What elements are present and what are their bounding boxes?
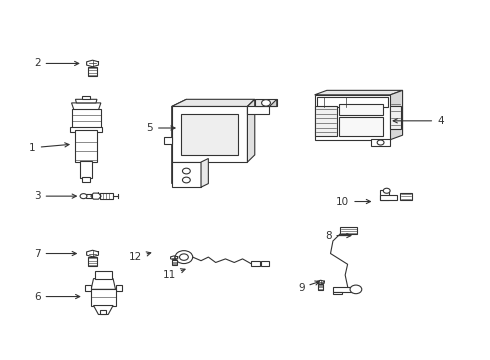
Circle shape xyxy=(262,100,270,106)
Text: 6: 6 xyxy=(34,292,80,302)
Bar xyxy=(88,67,97,76)
Polygon shape xyxy=(91,279,116,289)
Polygon shape xyxy=(255,99,277,107)
Bar xyxy=(333,292,342,294)
Bar xyxy=(95,271,112,279)
Polygon shape xyxy=(172,162,201,187)
Polygon shape xyxy=(270,99,277,107)
Text: 8: 8 xyxy=(325,231,351,240)
Bar xyxy=(339,117,383,136)
Bar xyxy=(82,96,90,99)
Bar xyxy=(75,130,97,162)
Polygon shape xyxy=(315,90,403,95)
Circle shape xyxy=(182,177,190,183)
Bar xyxy=(82,177,90,182)
Bar xyxy=(315,95,391,140)
Bar xyxy=(261,261,270,266)
Circle shape xyxy=(350,285,362,294)
Bar xyxy=(380,195,397,200)
Polygon shape xyxy=(75,99,97,103)
Polygon shape xyxy=(247,107,270,114)
Polygon shape xyxy=(172,107,247,162)
Bar xyxy=(86,194,92,198)
Bar xyxy=(333,287,351,292)
Bar xyxy=(315,105,337,136)
Circle shape xyxy=(80,194,87,199)
Bar xyxy=(99,193,113,199)
Polygon shape xyxy=(391,90,403,140)
Bar xyxy=(100,310,106,315)
Bar xyxy=(318,284,323,289)
Text: 1: 1 xyxy=(29,143,69,153)
Polygon shape xyxy=(164,137,171,144)
Text: 11: 11 xyxy=(163,269,185,280)
Circle shape xyxy=(377,140,384,145)
Text: 10: 10 xyxy=(336,197,370,207)
Bar xyxy=(371,139,391,146)
Polygon shape xyxy=(72,103,101,110)
Text: 4: 4 xyxy=(393,116,444,126)
Bar xyxy=(85,285,91,291)
Circle shape xyxy=(179,254,188,260)
Text: 12: 12 xyxy=(128,252,151,262)
Bar xyxy=(91,289,116,306)
Bar xyxy=(251,261,260,266)
Bar xyxy=(172,260,177,265)
Text: 3: 3 xyxy=(34,191,76,201)
Text: 5: 5 xyxy=(147,123,175,133)
Polygon shape xyxy=(94,306,113,315)
Circle shape xyxy=(383,188,390,193)
Polygon shape xyxy=(172,99,186,184)
Bar xyxy=(72,109,101,128)
Polygon shape xyxy=(247,99,255,114)
Text: 2: 2 xyxy=(34,58,79,68)
Bar xyxy=(391,105,401,129)
Circle shape xyxy=(182,168,190,174)
Bar xyxy=(70,127,102,132)
Bar xyxy=(380,190,389,200)
Bar xyxy=(317,96,388,107)
Text: 9: 9 xyxy=(298,281,319,293)
Bar xyxy=(400,193,412,200)
Bar xyxy=(339,104,383,116)
Text: 7: 7 xyxy=(34,248,76,258)
Bar xyxy=(116,285,122,291)
Bar xyxy=(88,257,97,266)
Polygon shape xyxy=(172,99,255,107)
Polygon shape xyxy=(247,99,255,162)
Bar xyxy=(340,227,357,234)
Polygon shape xyxy=(181,114,238,155)
Bar xyxy=(80,161,92,178)
Polygon shape xyxy=(201,158,208,187)
Circle shape xyxy=(175,251,193,264)
